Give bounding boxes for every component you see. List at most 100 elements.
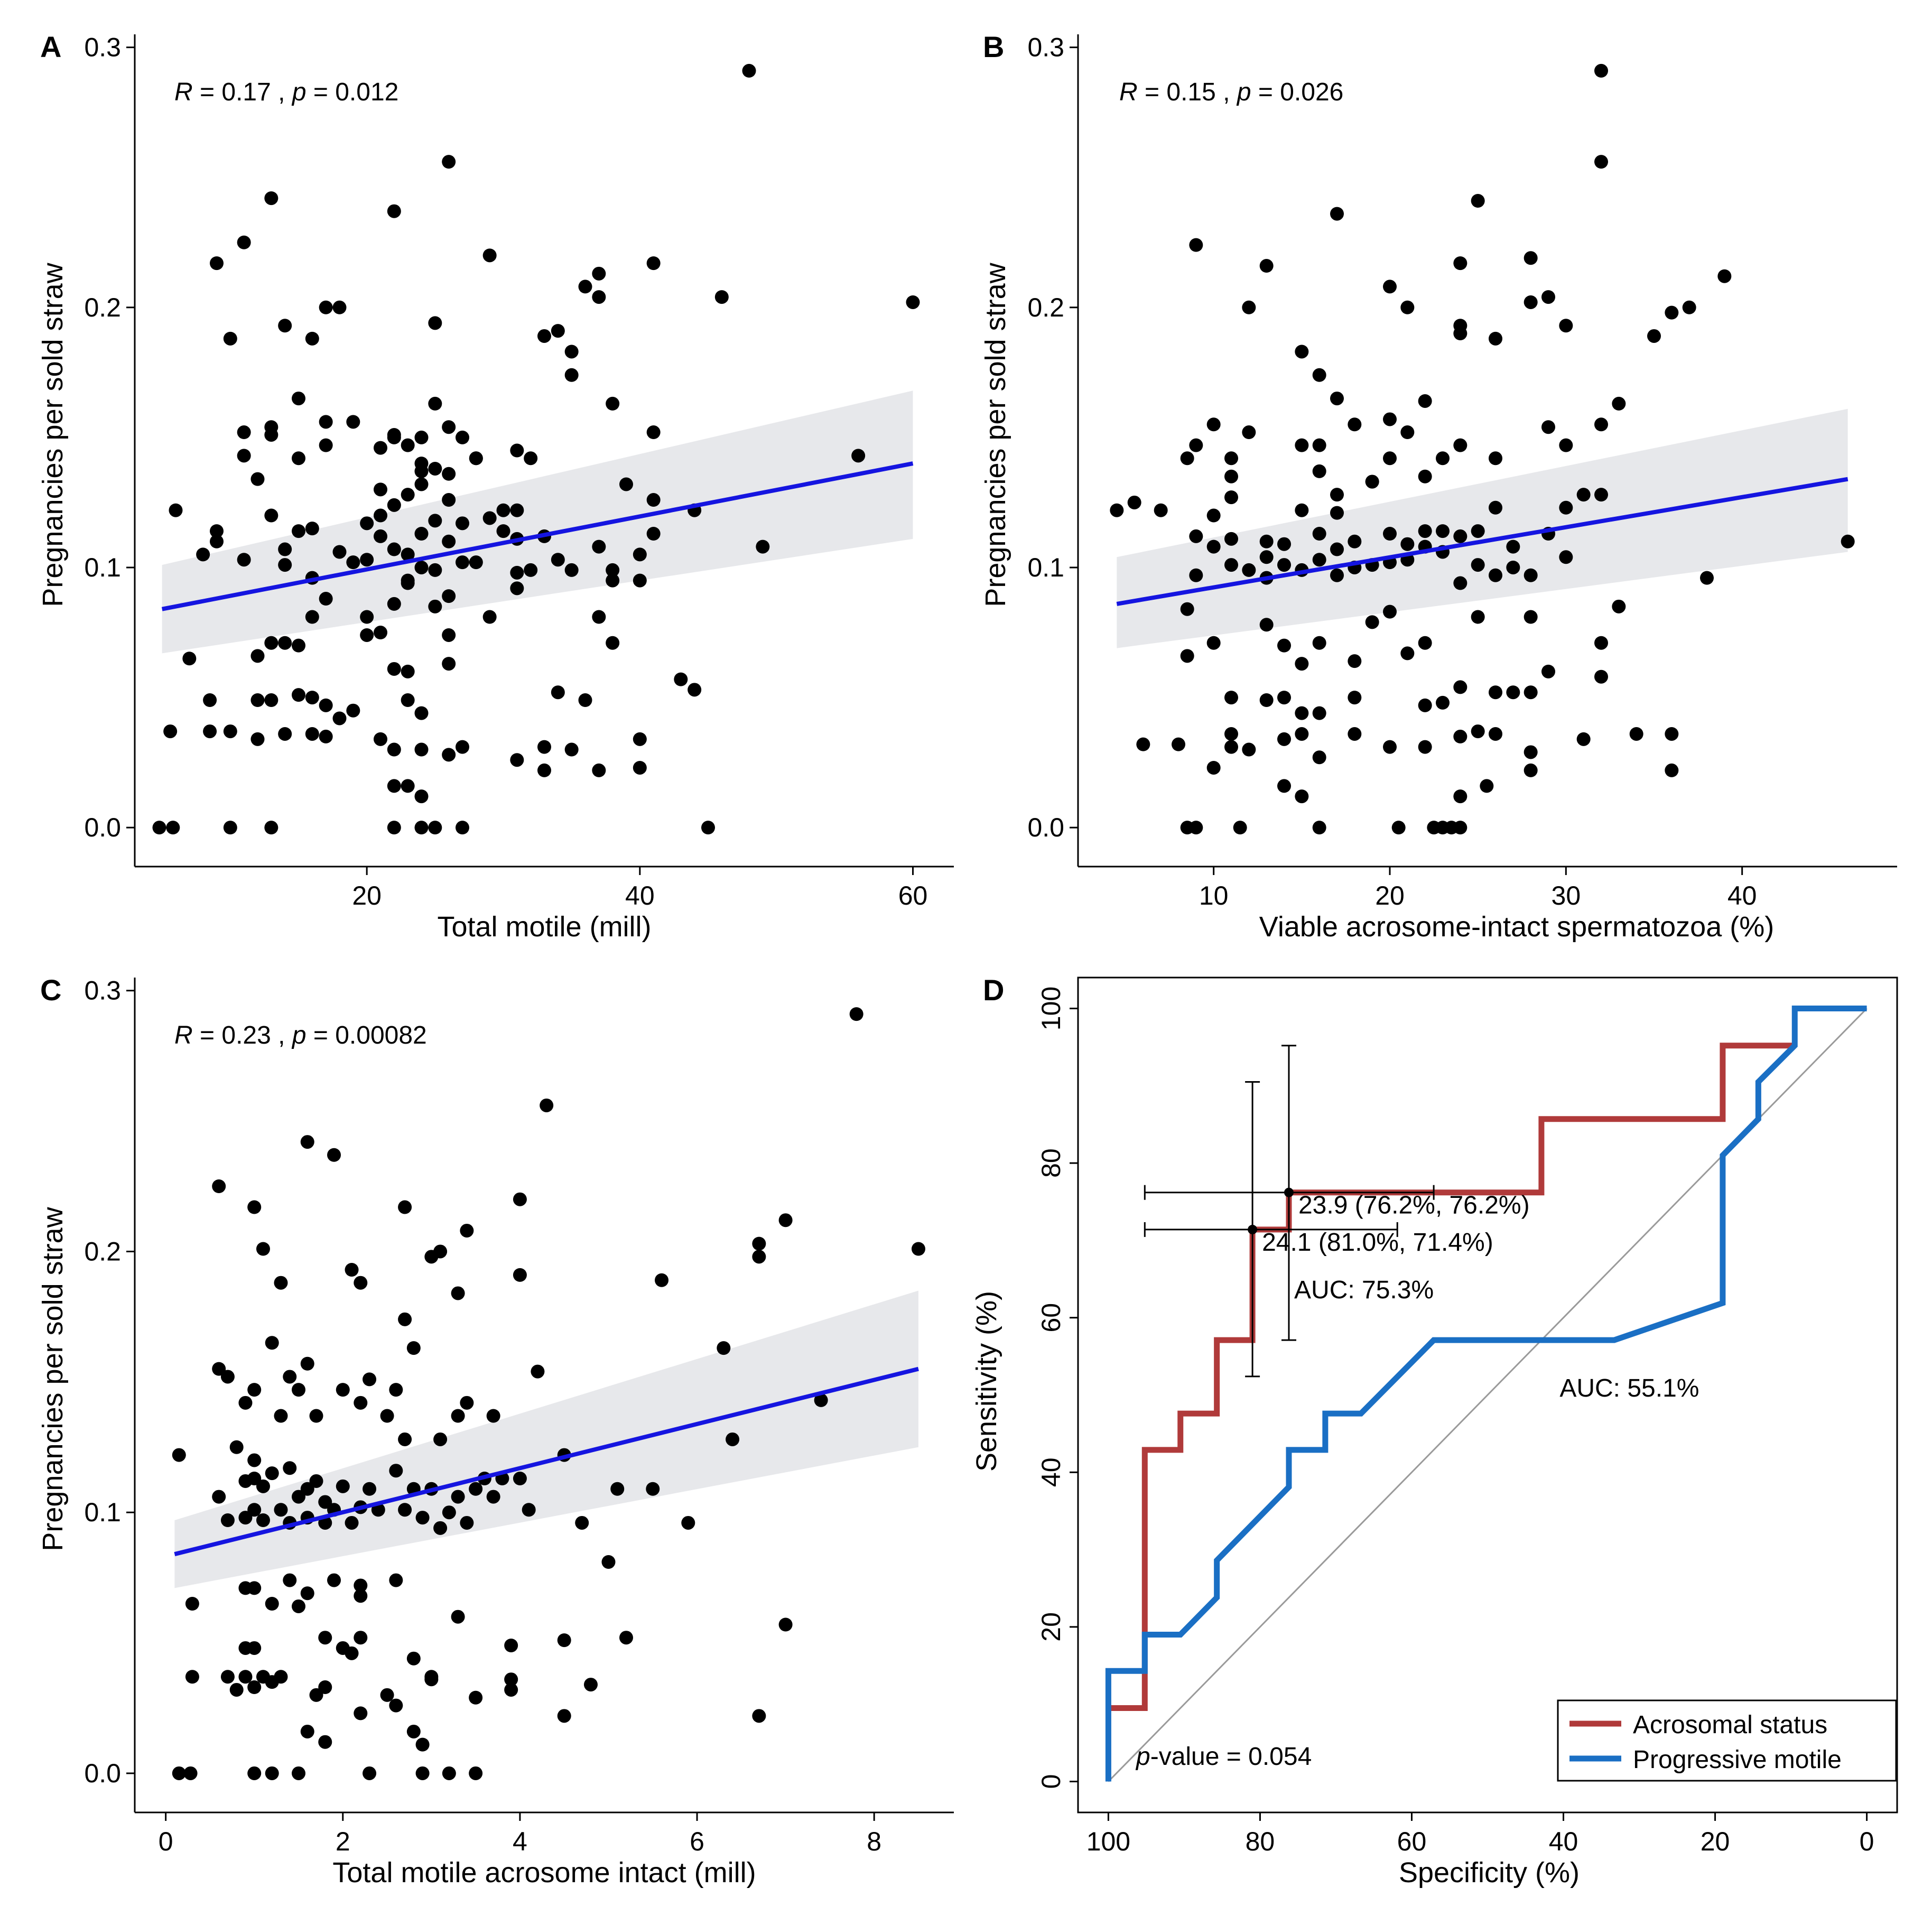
data-point	[1647, 329, 1661, 343]
data-point	[557, 1633, 571, 1648]
data-point	[510, 565, 524, 580]
data-point	[1330, 207, 1344, 221]
y-tick-label: 0.0	[1027, 813, 1064, 842]
plot-frame	[1077, 976, 1898, 1813]
data-point	[1154, 503, 1168, 517]
data-point	[387, 742, 401, 757]
data-point	[540, 1098, 554, 1112]
data-point	[510, 581, 524, 596]
data-point	[1453, 438, 1467, 452]
data-point	[374, 508, 387, 523]
data-point	[300, 1356, 314, 1371]
y-tick-label: 0.0	[84, 1759, 121, 1788]
data-point	[319, 415, 333, 429]
data-point	[433, 1432, 448, 1446]
data-point	[442, 1766, 456, 1780]
data-point	[1453, 576, 1467, 590]
data-point	[274, 1670, 288, 1684]
panel-a-regression-line	[161, 461, 914, 611]
data-point	[389, 1698, 403, 1713]
panel-d-legend: Acrosomal status Progressive motile	[1557, 1699, 1897, 1782]
data-point	[264, 693, 278, 707]
data-point	[1348, 417, 1362, 432]
data-point	[655, 1273, 669, 1287]
data-point	[305, 331, 319, 346]
data-point	[1206, 760, 1221, 775]
data-point	[496, 503, 510, 517]
panel-d-x-axis-title: Specificity (%)	[1399, 1857, 1580, 1889]
data-point	[756, 540, 770, 554]
data-point	[606, 573, 620, 588]
data-point	[237, 235, 251, 249]
data-point	[414, 560, 429, 574]
data-point	[1471, 724, 1485, 739]
data-point	[374, 482, 387, 497]
data-point	[283, 1461, 297, 1475]
data-point	[537, 329, 551, 343]
data-point	[1400, 300, 1415, 314]
data-point	[274, 1276, 288, 1290]
data-point	[564, 368, 579, 382]
data-point	[415, 1766, 430, 1780]
panel-d-y-axis-title: Sensitivity (%)	[971, 1291, 1002, 1472]
data-point	[229, 1440, 244, 1454]
data-point	[387, 779, 401, 793]
y-tick-label: 0.3	[1027, 33, 1064, 62]
data-point	[292, 1766, 305, 1780]
panel-d-pvalue-label: p-value = 0.054	[1135, 1743, 1312, 1771]
data-point	[210, 534, 224, 548]
data-point	[185, 1670, 199, 1684]
x-tick-label: 60	[898, 881, 928, 910]
data-point	[752, 1236, 766, 1251]
data-point	[278, 542, 292, 556]
data-point	[414, 430, 429, 444]
data-point	[1524, 251, 1538, 265]
data-point	[1841, 534, 1855, 548]
data-point	[401, 573, 415, 588]
data-point	[237, 553, 251, 567]
data-point	[1259, 259, 1274, 273]
data-point	[210, 256, 224, 271]
x-tick-label: 40	[625, 881, 655, 910]
data-point	[414, 457, 429, 471]
data-point	[345, 1646, 359, 1660]
data-point	[1295, 727, 1309, 741]
data-point	[1312, 527, 1326, 541]
data-point	[264, 508, 278, 523]
panel-d-roc: D 0 20 40 60 80 100 100 80 60 40 20 0 23.9 (76.2%, 7…	[971, 973, 1898, 1889]
data-point	[1295, 706, 1309, 720]
data-point	[398, 1503, 412, 1517]
x-tick-label: 40	[1727, 881, 1757, 910]
data-point	[1259, 550, 1274, 564]
data-point	[1471, 194, 1485, 208]
data-point	[1400, 425, 1415, 440]
auc-label-acrosomal-status: AUC: 75.3%	[1294, 1276, 1434, 1304]
data-point	[1524, 295, 1538, 309]
panel-b-scatter: B 0.0 0.1 0.2 0.3 10 20 30 40 R = 0.15 , p = 0.…	[980, 30, 1897, 943]
data-point	[619, 1631, 633, 1645]
data-point	[1391, 821, 1406, 835]
y-tick-label: 0.1	[84, 553, 121, 582]
y-tick-label: 0.1	[84, 1498, 121, 1527]
data-point	[911, 1242, 925, 1256]
data-point	[238, 1396, 253, 1410]
data-point	[849, 1007, 863, 1021]
data-point	[346, 555, 360, 570]
data-point	[537, 740, 551, 754]
panel-d-letter: D	[983, 973, 1004, 1007]
data-point	[633, 573, 647, 588]
data-point	[1418, 394, 1432, 408]
data-point	[387, 427, 401, 442]
data-point	[292, 451, 305, 466]
data-point	[318, 1631, 332, 1645]
data-point	[428, 563, 442, 577]
data-point	[278, 558, 292, 572]
data-point	[1277, 691, 1291, 705]
y-tick-label: 20	[1036, 1612, 1066, 1642]
data-point	[1383, 280, 1397, 294]
data-point	[551, 553, 565, 567]
data-point	[1277, 732, 1291, 746]
data-point	[460, 1515, 474, 1530]
data-point	[778, 1617, 793, 1632]
panel-a-points	[152, 63, 920, 835]
